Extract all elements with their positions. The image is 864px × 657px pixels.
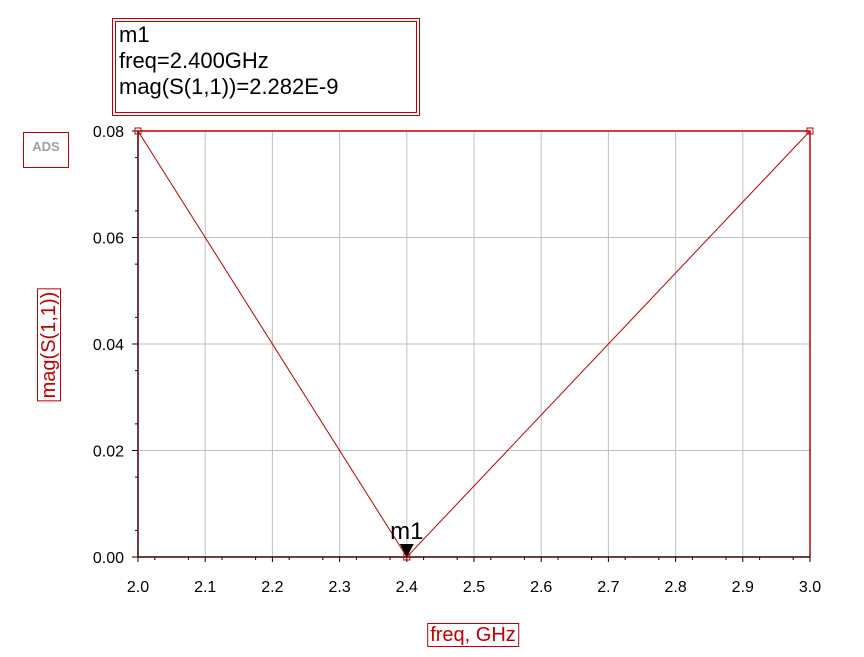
marker-readout-box: m1 freq=2.400GHz mag(S(1,1))=2.282E-9 xyxy=(112,18,420,116)
y-tick-label: 0.02 xyxy=(93,444,124,461)
x-tick-label: 2.6 xyxy=(530,579,552,596)
x-tick-label: 2.8 xyxy=(664,579,686,596)
y-tick-label: 0.06 xyxy=(93,231,124,248)
marker-name: m1 xyxy=(119,22,150,47)
marker-label: m1 xyxy=(390,518,423,545)
x-tick-label: 2.1 xyxy=(194,579,216,596)
ads-logo: ADS xyxy=(23,132,69,168)
data-point xyxy=(134,127,142,135)
x-tick-label: 2.9 xyxy=(732,579,754,596)
marker-freq: freq=2.400GHz xyxy=(119,48,269,73)
data-point xyxy=(806,127,814,135)
marker-triangle xyxy=(399,544,414,557)
y-tick-label: 0.08 xyxy=(93,124,124,141)
y-axis-label: mag(S(1,1)) xyxy=(37,288,61,402)
y-tick-label: 0.04 xyxy=(93,337,124,354)
x-tick-label: 2.0 xyxy=(127,579,149,596)
x-tick-label: 2.3 xyxy=(328,579,350,596)
x-tick-label: 2.5 xyxy=(463,579,485,596)
x-tick-label: 2.4 xyxy=(396,579,418,596)
x-axis-label: freq, GHz xyxy=(427,623,519,647)
marker-readout-inner-border xyxy=(115,21,417,113)
marker-value: mag(S(1,1))=2.282E-9 xyxy=(119,74,339,99)
y-tick-label: 0.00 xyxy=(93,550,124,567)
x-tick-label: 2.7 xyxy=(597,579,619,596)
x-tick-label: 3.0 xyxy=(799,579,821,596)
x-tick-label: 2.2 xyxy=(261,579,283,596)
